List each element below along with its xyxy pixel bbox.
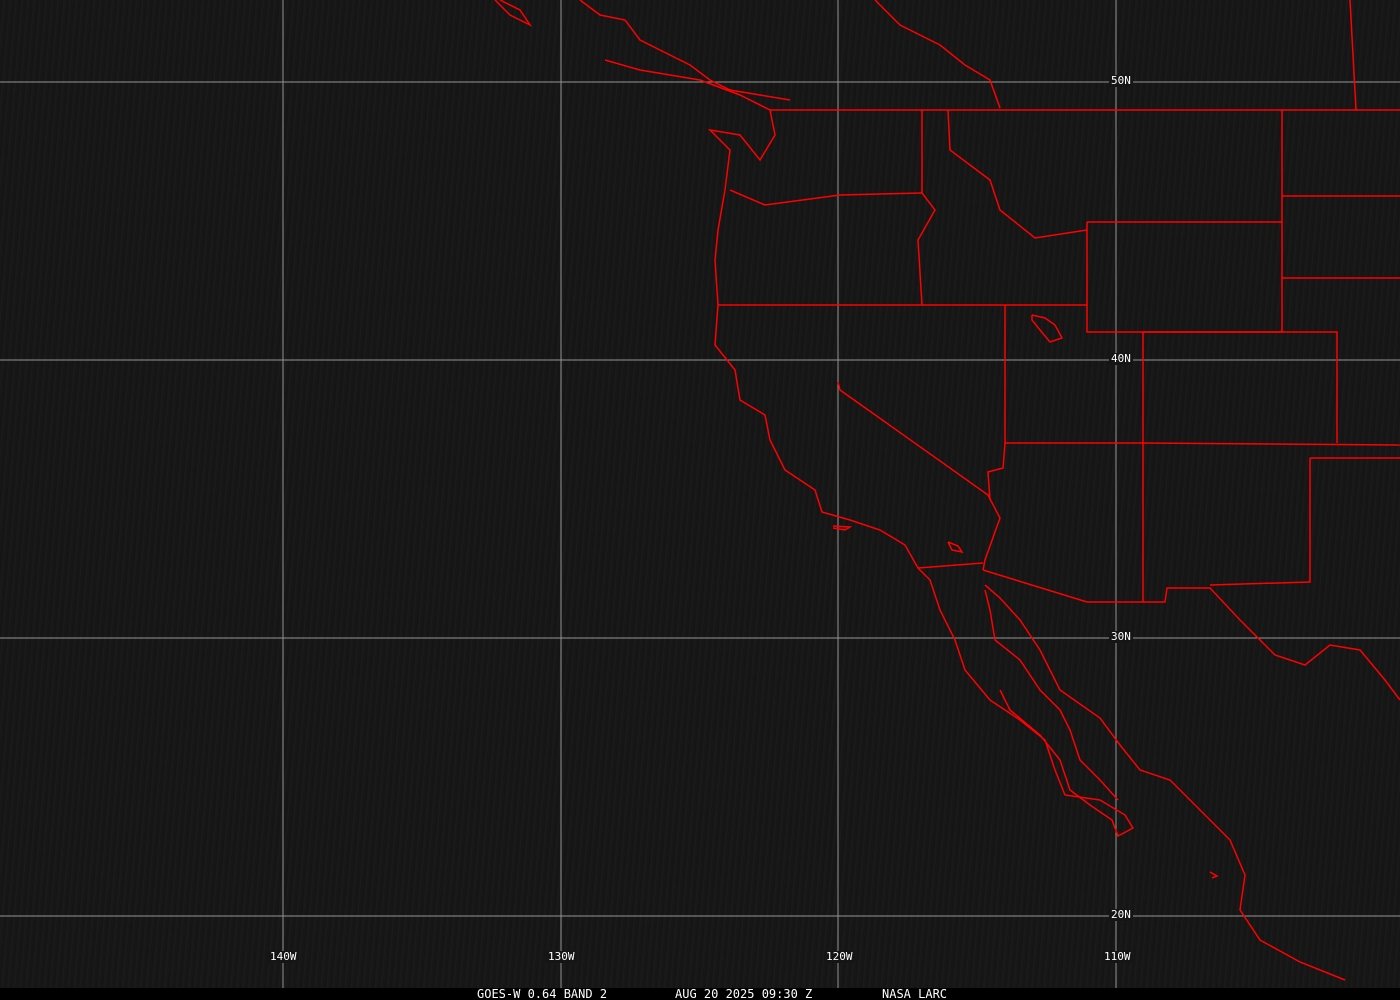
far-east-border — [1349, 0, 1357, 111]
lon-label-130w: 130W — [546, 950, 577, 963]
nm-north-border — [1142, 442, 1400, 446]
salton-sea — [947, 541, 964, 554]
wa-or-border — [729, 189, 923, 206]
boundaries — [494, 0, 1400, 981]
lat-label-20n: 20N — [1109, 908, 1133, 921]
idaho-montana-border — [947, 109, 1088, 239]
socorro-island — [1209, 871, 1219, 879]
lat-label-30n: 30N — [1109, 630, 1133, 643]
nm-east-border — [1209, 458, 1311, 586]
product-label: GOES-W 0.64 BAND 2 — [477, 987, 608, 1000]
colorado — [1143, 331, 1338, 443]
california-nevada-border — [837, 381, 1001, 571]
us-mexico-border — [982, 569, 1400, 701]
lat-label-50n: 50N — [1109, 74, 1133, 87]
lon-label-140w: 140W — [268, 950, 299, 963]
source-label: NASA LARC — [882, 987, 948, 1000]
idaho-west-border — [917, 110, 936, 306]
arizona-west-border — [987, 442, 1006, 501]
channel-islands — [832, 525, 853, 531]
lon-label-120w: 120W — [824, 950, 855, 963]
bc-islands — [494, 0, 533, 27]
utah-nevada — [1004, 305, 1144, 444]
lat-label-40n: 40N — [1109, 352, 1133, 365]
great-salt-lake — [1031, 314, 1064, 343]
bc-inland-coast — [579, 0, 791, 101]
lon-label-110w: 110W — [1102, 950, 1133, 963]
mexico-mainland-coast — [984, 584, 1346, 981]
datetime-label: AUG 20 2025 09:30 Z — [675, 987, 813, 1000]
image-caption-bar: GOES-W 0.64 BAND 2 AUG 20 2025 09:30 Z N… — [0, 987, 1400, 1000]
gulf-of-california-west-coast — [984, 589, 1119, 801]
pacific-coastline — [604, 59, 1135, 838]
bc-coast — [874, 0, 1001, 109]
california-mexico-border — [917, 562, 984, 569]
